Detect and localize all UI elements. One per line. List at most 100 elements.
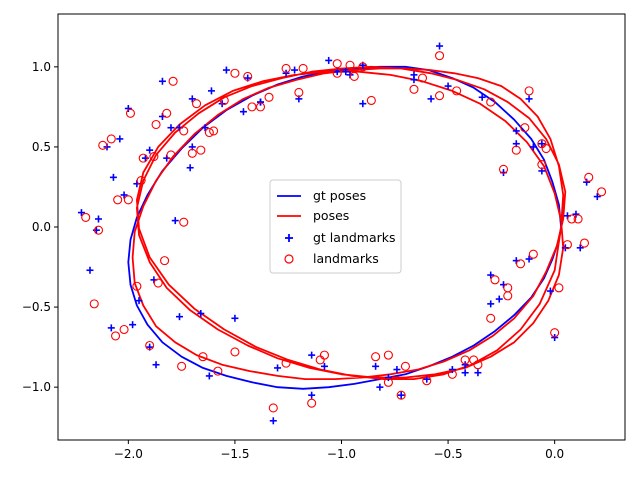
point-gt-landmarks — [487, 300, 495, 308]
point-landmarks — [400, 361, 410, 371]
point-landmarks — [349, 71, 359, 82]
point-landmarks — [498, 164, 509, 174]
point-gt-landmarks — [124, 104, 132, 112]
axes-ticks: −2.0 −1.5 −1.0 −0.5 0.0 −1.0 −0.5 0.0 0.5 1.0 — [22, 60, 564, 461]
point-gt-landmarks — [146, 146, 154, 154]
series-line-poses — [131, 65, 567, 381]
point-gt-landmarks — [572, 210, 580, 218]
point-landmarks — [119, 324, 129, 335]
point-landmarks — [490, 275, 500, 285]
point-landmarks — [383, 377, 393, 387]
point-gt-landmarks — [291, 66, 299, 74]
point-gt-landmarks — [376, 383, 384, 391]
point-gt-landmarks — [116, 135, 124, 143]
legend-label-landmarks: landmarks — [313, 251, 379, 266]
point-landmarks — [281, 63, 291, 74]
point-gt-landmarks — [188, 95, 196, 103]
point-gt-landmarks — [282, 69, 290, 77]
point-landmarks — [151, 119, 161, 130]
point-landmarks — [268, 403, 278, 413]
x-tick-label: −1.0 — [327, 447, 356, 461]
point-landmarks — [435, 51, 445, 61]
legend: gt poses poses gt landmarks landmarks — [269, 179, 402, 274]
point-gt-landmarks — [461, 361, 469, 369]
plot-area — [77, 42, 607, 425]
point-gt-landmarks — [397, 391, 405, 399]
legend-label-poses: poses — [313, 208, 349, 223]
point-gt-landmarks — [308, 351, 316, 359]
point-gt-landmarks — [176, 313, 183, 321]
point-gt-landmarks — [593, 193, 601, 201]
point-landmarks — [230, 68, 240, 78]
x-tick-label: −2.0 — [114, 447, 143, 461]
x-tick-label: −0.5 — [434, 447, 463, 461]
point-gt-landmarks — [201, 124, 209, 132]
point-landmarks — [264, 92, 274, 102]
point-landmarks — [520, 123, 530, 133]
point-gt-landmarks — [427, 95, 435, 103]
point-landmarks — [383, 350, 393, 360]
point-landmarks — [345, 60, 355, 70]
point-gt-landmarks — [95, 215, 102, 223]
point-gt-landmarks — [86, 266, 94, 274]
point-landmarks — [247, 102, 257, 112]
point-landmarks — [204, 127, 214, 138]
point-gt-landmarks — [120, 191, 128, 199]
point-gt-landmarks — [342, 68, 350, 76]
point-gt-landmarks — [512, 127, 520, 135]
point-landmarks — [541, 143, 551, 154]
point-gt-landmarks — [551, 334, 559, 342]
point-landmarks — [528, 249, 538, 259]
point-gt-landmarks — [474, 369, 482, 377]
point-landmarks — [166, 150, 176, 160]
point-landmarks — [179, 217, 189, 227]
point-landmarks — [125, 108, 136, 118]
point-landmarks — [486, 97, 496, 107]
point-landmarks — [123, 195, 133, 205]
point-landmarks — [516, 259, 526, 269]
point-landmarks — [98, 140, 108, 150]
point-gt-landmarks — [239, 108, 247, 116]
point-landmarks — [511, 145, 521, 155]
point-gt-landmarks — [308, 391, 316, 399]
y-tick-label: −1.0 — [22, 380, 51, 394]
point-landmarks — [177, 361, 187, 371]
point-gt-landmarks — [461, 369, 469, 377]
x-tick-label: −1.5 — [220, 447, 249, 461]
y-tick-label: −0.5 — [22, 300, 51, 314]
point-gt-landmarks — [77, 209, 85, 217]
point-landmarks — [409, 84, 419, 94]
point-landmarks — [145, 340, 155, 351]
point-landmarks — [136, 176, 146, 186]
point-landmarks — [162, 108, 172, 118]
point-landmarks — [160, 256, 170, 266]
point-gt-landmarks — [529, 143, 537, 151]
point-landmarks — [435, 91, 445, 101]
point-gt-landmarks — [487, 271, 495, 279]
point-gt-landmarks — [436, 42, 444, 50]
point-landmarks — [562, 240, 572, 250]
point-landmarks — [554, 283, 564, 293]
point-landmarks — [315, 355, 325, 365]
point-gt-landmarks — [171, 217, 179, 225]
point-gt-landmarks — [197, 309, 205, 317]
point-gt-landmarks — [320, 362, 328, 370]
point-gt-landmarks — [478, 93, 486, 101]
point-landmarks — [524, 86, 534, 96]
point-landmarks — [396, 390, 406, 400]
point-landmarks — [89, 299, 99, 309]
point-landmarks — [597, 187, 607, 197]
point-gt-landmarks — [158, 77, 166, 85]
point-gt-landmarks — [538, 140, 546, 148]
point-gt-landmarks — [583, 178, 591, 186]
point-gt-landmarks — [525, 95, 533, 103]
point-landmarks — [371, 352, 381, 362]
point-landmarks — [550, 328, 560, 338]
y-tick-label: 0.5 — [32, 140, 51, 154]
point-landmarks — [417, 73, 428, 83]
point-gt-landmarks — [222, 66, 230, 74]
x-tick-label: 0.0 — [545, 447, 564, 461]
point-landmarks — [584, 172, 594, 182]
point-landmarks — [81, 212, 91, 222]
point-landmarks — [153, 278, 163, 288]
